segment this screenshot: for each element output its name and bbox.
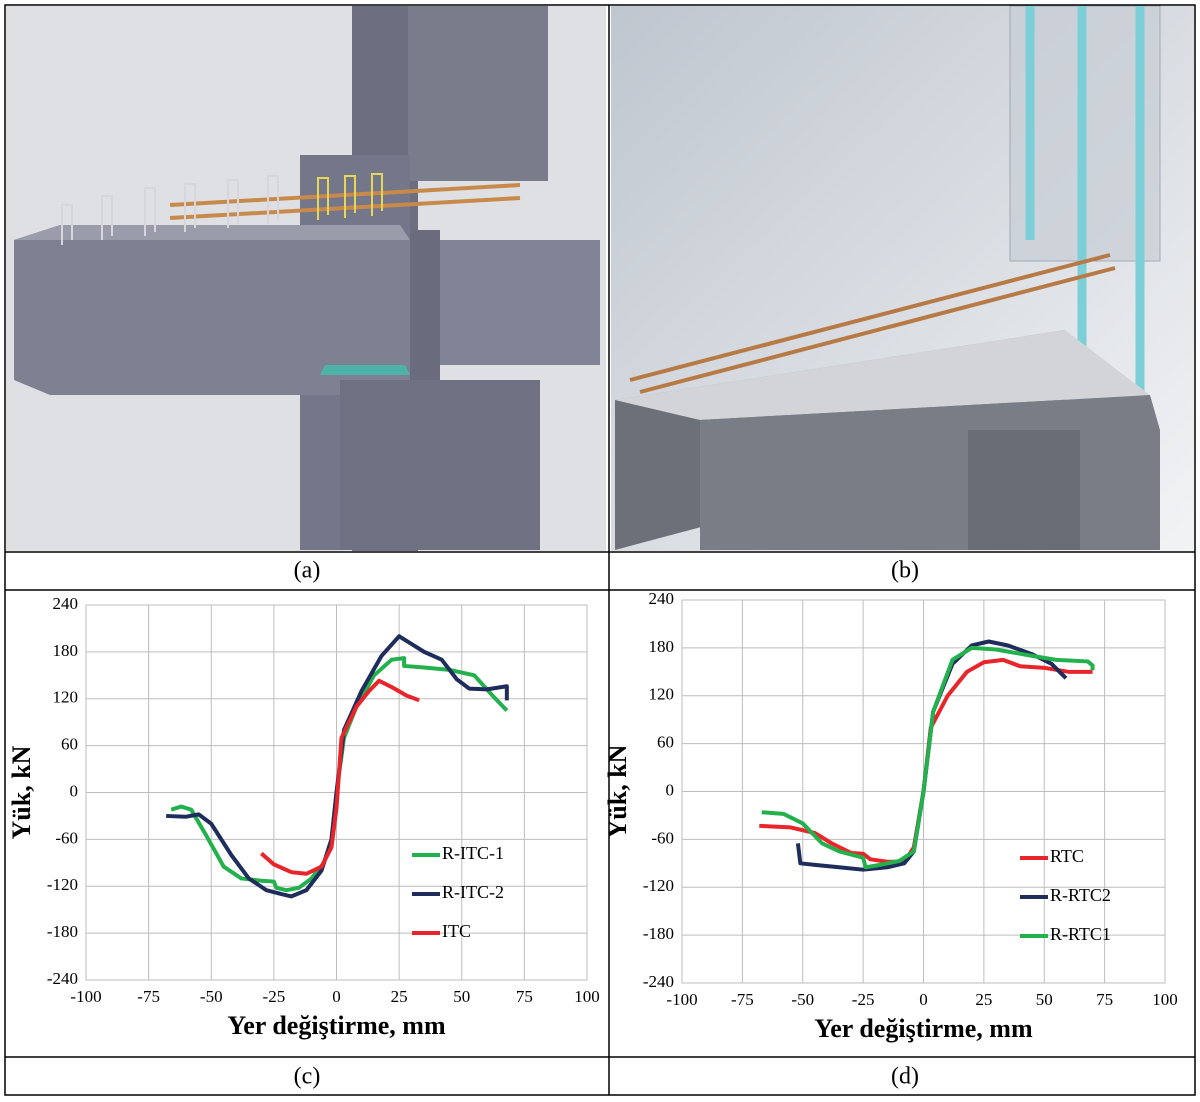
- x-tick-label: 50: [1036, 990, 1053, 1009]
- legend-label: R-RTC1: [1050, 924, 1111, 944]
- x-tick-label: 100: [1152, 990, 1178, 1009]
- x-tick-label: 50: [453, 987, 470, 1006]
- plot-frame: [681, 599, 1166, 984]
- y-tick-label: -240: [47, 969, 78, 988]
- data-line: [761, 645, 1095, 870]
- x-tick-label: -75: [731, 990, 754, 1009]
- caption: (c): [294, 1064, 321, 1090]
- render-a: [6, 6, 606, 551]
- y-tick-label: 180: [53, 641, 79, 660]
- x-tick-label: 0: [919, 990, 928, 1009]
- y-tick-label: 0: [70, 781, 79, 800]
- y-tick-label: 240: [53, 594, 79, 613]
- plot-frame: [85, 604, 588, 981]
- x-tick-label: 75: [1096, 990, 1113, 1009]
- y-tick-label: 120: [649, 685, 675, 704]
- y-tick-label: 240: [649, 589, 675, 608]
- x-tick-label: 25: [391, 987, 408, 1006]
- x-tick-label: 100: [574, 987, 600, 1006]
- y-tick-label: -120: [643, 876, 674, 895]
- x-tick-label: 75: [516, 987, 533, 1006]
- y-tick-label: -60: [651, 828, 674, 847]
- x-tick-label: -25: [263, 987, 286, 1006]
- legend-label: RTC: [1050, 846, 1084, 866]
- caption: (a): [294, 558, 321, 584]
- caption: (d): [891, 1064, 919, 1090]
- data-line: [260, 678, 420, 876]
- x-tick-label: -50: [200, 987, 223, 1006]
- legend-label: R-ITC-2: [442, 882, 504, 902]
- y-tick-label: 60: [61, 735, 78, 754]
- legend-label: R-ITC-1: [442, 843, 504, 863]
- y-tick-label: -60: [55, 828, 78, 847]
- y-tick-label: 0: [666, 780, 675, 799]
- x-axis-label: Yer değiştirme, mm: [227, 1011, 446, 1040]
- data-line: [795, 639, 1068, 872]
- x-tick-label: -100: [70, 987, 101, 1006]
- y-tick-label: -120: [47, 875, 78, 894]
- y-axis-label: Yük, kN: [7, 745, 36, 839]
- y-tick-label: 180: [649, 637, 675, 656]
- x-axis-label: Yer değiştirme, mm: [814, 1014, 1033, 1043]
- y-tick-label: -180: [643, 924, 674, 943]
- legend-label: ITC: [442, 921, 471, 941]
- x-tick-label: 25: [975, 990, 992, 1009]
- y-tick-label: -240: [643, 972, 674, 991]
- x-tick-label: -25: [852, 990, 875, 1009]
- table-borders: [4, 4, 1196, 1096]
- x-tick-label: -100: [666, 990, 697, 1009]
- y-tick-label: 60: [657, 733, 674, 752]
- render-b: [611, 5, 1194, 551]
- x-tick-label: 0: [332, 987, 341, 1006]
- caption: (b): [891, 558, 919, 584]
- x-tick-label: -50: [791, 990, 814, 1009]
- y-tick-label: 120: [53, 688, 79, 707]
- y-axis-label: Yük, kN: [603, 744, 632, 838]
- x-tick-label: -75: [137, 987, 160, 1006]
- legend-label: R-RTC2: [1050, 885, 1111, 905]
- y-tick-label: -180: [47, 922, 78, 941]
